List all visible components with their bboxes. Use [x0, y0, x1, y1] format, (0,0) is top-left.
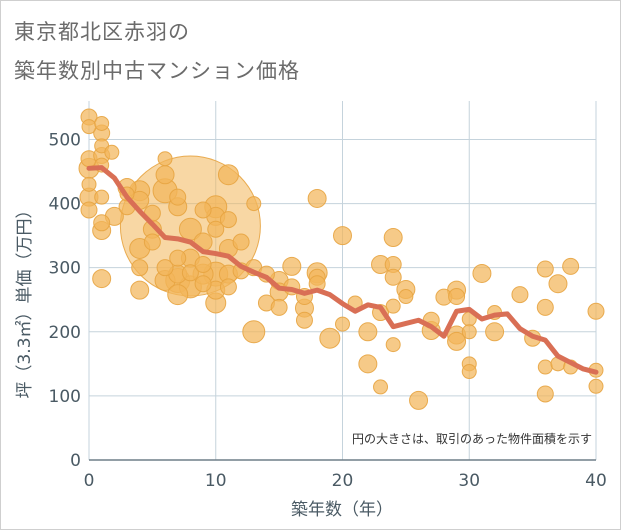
y-tick-label: 300 — [49, 259, 81, 279]
size-note: 円の大きさは、取引のあった物件面積を示す — [352, 431, 592, 446]
x-tick-label: 20 — [332, 471, 354, 491]
data-bubble — [373, 379, 389, 395]
tick-labels: 0 100 200 300 400 500 0 10 20 30 40 — [49, 130, 607, 491]
data-bubble — [536, 298, 554, 316]
data-bubble — [536, 260, 554, 278]
data-bubble — [92, 269, 112, 289]
data-bubble — [80, 201, 98, 219]
x-tick-label: 10 — [205, 471, 227, 491]
data-bubble — [94, 189, 110, 205]
data-bubble — [156, 259, 174, 277]
data-bubble — [167, 284, 189, 306]
data-bubble — [537, 359, 553, 375]
data-bubble — [131, 259, 149, 277]
data-bubble — [81, 119, 97, 135]
data-bubble — [358, 354, 378, 374]
data-bubble — [282, 256, 302, 276]
chart-title-line-1: 東京都北区赤羽の — [14, 20, 190, 44]
data-bubble — [94, 115, 110, 131]
y-tick-label: 200 — [49, 323, 81, 343]
data-bubble — [409, 390, 429, 410]
data-bubble — [384, 268, 402, 286]
data-bubble — [219, 211, 237, 229]
data-bubble — [246, 196, 262, 212]
data-bubble — [232, 233, 250, 251]
data-bubble — [207, 220, 225, 238]
data-bubble — [398, 289, 414, 305]
data-bubble — [588, 378, 604, 394]
data-bubble — [485, 322, 505, 342]
data-bubble — [307, 188, 327, 208]
data-bubble — [511, 286, 529, 304]
data-bubble — [194, 255, 212, 273]
data-bubble — [155, 165, 175, 185]
data-bubble — [461, 324, 477, 340]
data-bubble — [194, 201, 212, 219]
data-bubble — [358, 322, 378, 342]
data-bubble — [270, 298, 288, 316]
data-bubble — [181, 264, 199, 282]
data-bubble — [242, 320, 266, 344]
y-tick-label: 0 — [70, 451, 81, 471]
x-axis-label: 築年数（年） — [291, 500, 393, 520]
data-bubble — [319, 327, 341, 349]
data-bubble — [93, 214, 111, 232]
data-bubble — [169, 188, 187, 206]
data-bubble — [81, 176, 97, 192]
y-axis-label: 坪（3.3㎡）単価（万円） — [15, 201, 35, 398]
trend-line-layer — [86, 165, 599, 375]
data-bubble — [194, 275, 212, 293]
data-bubble — [562, 257, 580, 275]
x-tick-label: 30 — [458, 471, 480, 491]
data-bubble — [385, 337, 401, 353]
data-bubble — [448, 288, 466, 306]
data-bubble — [333, 226, 352, 246]
data-bubble — [169, 249, 187, 267]
y-tick-label: 400 — [49, 195, 81, 215]
data-bubble — [472, 263, 492, 283]
chart-title-line-2: 築年数別中古マンション価格 — [14, 59, 300, 83]
data-bubble — [217, 164, 239, 186]
y-tick-label: 100 — [49, 387, 81, 407]
data-bubble — [295, 311, 313, 329]
y-tick-label: 500 — [49, 130, 81, 150]
bubble-layer — [78, 108, 605, 410]
data-bubble — [335, 316, 350, 332]
data-bubble — [104, 144, 120, 160]
data-bubble — [536, 385, 554, 403]
trend-line — [86, 165, 599, 375]
x-tick-label: 40 — [585, 471, 607, 491]
data-bubble — [385, 298, 401, 314]
data-bubble — [143, 233, 161, 251]
data-bubble — [447, 331, 467, 351]
data-bubble — [461, 364, 477, 380]
data-bubble — [587, 302, 605, 320]
data-bubble — [219, 278, 237, 296]
data-bubble — [383, 228, 403, 248]
x-tick-label: 0 — [84, 471, 95, 491]
data-bubble — [130, 280, 150, 300]
data-bubble — [548, 274, 568, 294]
data-bubble — [157, 151, 173, 167]
